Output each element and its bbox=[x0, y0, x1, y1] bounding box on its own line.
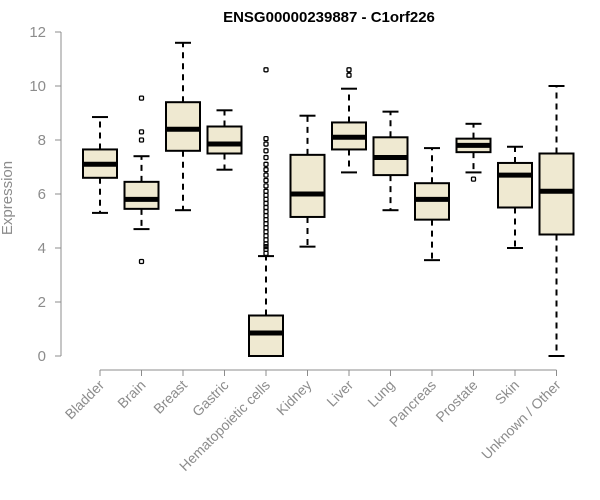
y-tick-label: 4 bbox=[38, 240, 46, 257]
x-tick-label: Brain bbox=[114, 377, 148, 411]
outlier-point bbox=[263, 246, 269, 253]
box-group bbox=[372, 110, 409, 212]
box-group bbox=[414, 147, 450, 262]
outlier-point bbox=[263, 67, 269, 73]
outlier-point bbox=[138, 258, 145, 265]
y-tick-label: 6 bbox=[38, 186, 46, 203]
box-group bbox=[497, 145, 533, 249]
x-tick-label: Lung bbox=[364, 377, 397, 410]
box-group bbox=[289, 114, 326, 248]
outlier-point bbox=[263, 141, 269, 147]
outlier-point bbox=[263, 208, 269, 215]
x-tick-label: Skin bbox=[492, 377, 523, 408]
outlier-point bbox=[263, 212, 269, 219]
y-tick-label: 12 bbox=[29, 24, 46, 41]
x-tick-label: Kidney bbox=[273, 377, 315, 419]
y-axis: 0 2 4 6 8 10 12 bbox=[29, 24, 62, 365]
x-tick-label: Prostate bbox=[432, 377, 480, 425]
box-group bbox=[165, 41, 201, 212]
x-tick-label: Breast bbox=[150, 377, 190, 417]
outlier-point bbox=[138, 129, 145, 135]
x-tick-label: Liver bbox=[323, 377, 356, 410]
x-tick-label: Unknown / Other bbox=[478, 377, 564, 463]
outlier-point bbox=[263, 229, 269, 235]
box-group bbox=[331, 67, 367, 174]
outlier-point bbox=[263, 241, 269, 247]
outlier-point bbox=[263, 135, 269, 142]
chart-title: ENSG00000239887 - C1orf226 bbox=[223, 9, 435, 26]
box-group bbox=[82, 116, 118, 214]
y-axis-label: Expression bbox=[0, 161, 16, 235]
outlier-point bbox=[263, 161, 269, 167]
outlier-point bbox=[263, 167, 269, 173]
outlier-point bbox=[263, 188, 269, 194]
box-iqr bbox=[123, 180, 160, 210]
outlier-point bbox=[138, 137, 145, 143]
y-tick-label: 8 bbox=[38, 132, 46, 149]
outlier-point bbox=[138, 95, 145, 101]
y-tick-label: 0 bbox=[38, 348, 46, 365]
box-iqr bbox=[206, 125, 243, 155]
outlier-point bbox=[263, 225, 269, 231]
y-tick-label: 10 bbox=[29, 78, 46, 95]
box-iqr bbox=[165, 101, 201, 152]
y-tick-label: 2 bbox=[38, 294, 46, 311]
outlier-point bbox=[263, 177, 269, 184]
box-iqr bbox=[538, 152, 575, 236]
outlier-point bbox=[263, 200, 269, 207]
outlier-point bbox=[263, 204, 269, 211]
box-iqr bbox=[248, 314, 284, 357]
outlier-point bbox=[470, 176, 477, 182]
outlier-point bbox=[263, 192, 269, 199]
outlier-point bbox=[263, 243, 269, 250]
outlier-point bbox=[263, 154, 269, 161]
outlier-point bbox=[346, 72, 352, 78]
box-group bbox=[538, 85, 575, 357]
outlier-point bbox=[263, 148, 269, 154]
box-group bbox=[206, 109, 243, 171]
plot-area bbox=[82, 41, 575, 357]
box-group bbox=[123, 95, 160, 265]
box-iqr bbox=[497, 161, 533, 209]
outlier-point bbox=[263, 183, 269, 189]
box-group bbox=[248, 67, 284, 357]
box-iqr bbox=[289, 153, 326, 218]
outlier-point bbox=[263, 233, 269, 239]
x-tick-label: Bladder bbox=[62, 377, 108, 423]
outlier-point bbox=[263, 172, 269, 178]
outlier-point bbox=[263, 221, 269, 227]
box-group bbox=[455, 122, 492, 182]
outlier-point bbox=[346, 67, 352, 73]
